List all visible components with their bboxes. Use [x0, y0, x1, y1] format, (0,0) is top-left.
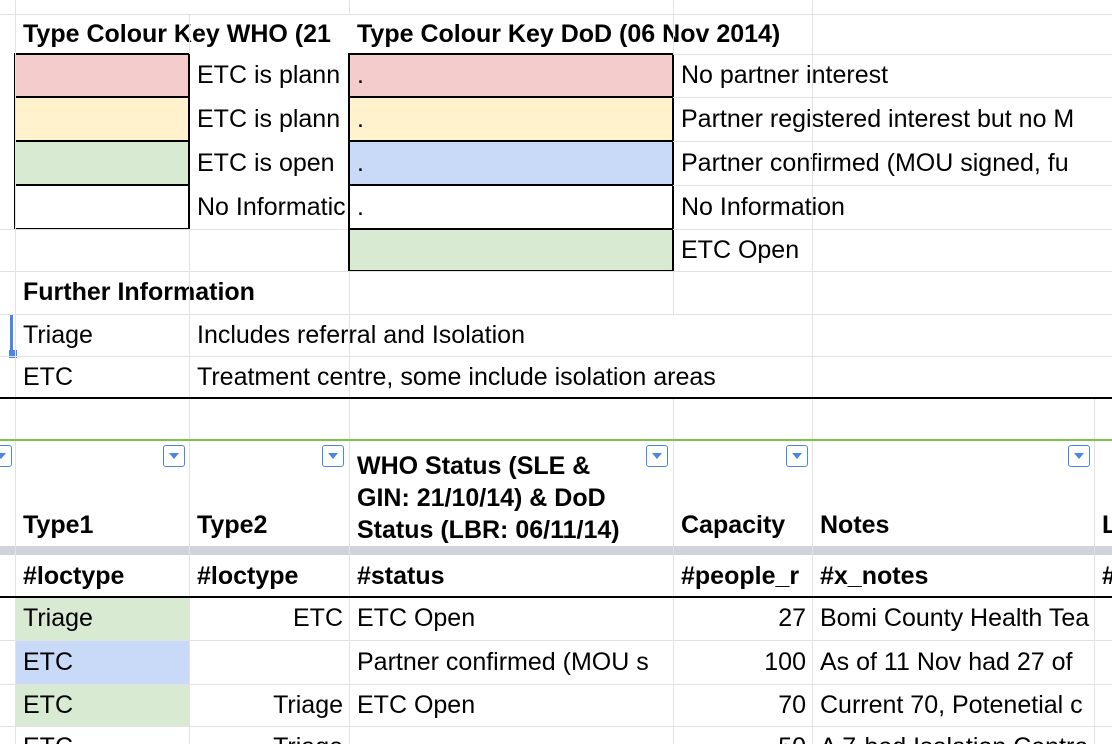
who-key-swatch-green[interactable] — [15, 141, 189, 185]
cell-status[interactable]: ETC Open — [357, 690, 476, 719]
who-key-label[interactable]: ETC is plann — [197, 104, 341, 133]
tag-row-bottom-border — [0, 596, 1112, 598]
cell-status[interactable]: ETC Open — [357, 604, 476, 632]
col-header-notes[interactable]: Notes — [820, 511, 890, 539]
who-key-label[interactable]: ETC is open — [197, 148, 335, 177]
further-info-desc[interactable]: Treatment centre, some include isolation… — [197, 362, 716, 391]
dod-key-label[interactable]: Partner registered interest but no M — [681, 104, 1075, 133]
cell-capacity[interactable]: 70 — [778, 690, 806, 719]
dod-key-swatch-yellow[interactable]: . — [349, 97, 673, 141]
hxl-tag[interactable]: # — [1094, 555, 1112, 597]
col-header-status[interactable]: WHO Status (SLE & GIN: 21/10/14) & DoD S… — [357, 452, 620, 544]
frozen-row-divider[interactable] — [0, 546, 1112, 555]
dod-key-title[interactable]: Type Colour Key DoD (06 Nov 2014) — [357, 19, 781, 48]
active-cell-border — [10, 314, 13, 356]
cell-notes[interactable]: Current 70, Potenetial c — [820, 690, 1083, 719]
hxl-tag[interactable]: #loctype — [197, 561, 299, 590]
col-header-capacity[interactable]: Capacity — [681, 511, 786, 539]
fill-handle[interactable] — [9, 350, 17, 358]
dod-key-label[interactable]: Partner confirmed (MOU signed, fu — [681, 148, 1069, 177]
filter-dropdown-icon[interactable] — [786, 445, 808, 467]
hxl-tag[interactable]: #loctype — [23, 561, 125, 590]
cell-capacity[interactable]: 50 — [673, 726, 812, 744]
cell-type2[interactable]: Triage — [273, 690, 343, 719]
filter-dropdown-icon[interactable] — [322, 445, 344, 467]
dod-key-label[interactable]: ETC Open — [681, 235, 800, 264]
who-key-swatch-yellow[interactable] — [15, 97, 189, 141]
dod-key-swatch-white[interactable]: . — [349, 185, 673, 229]
filter-dropdown-icon[interactable] — [0, 445, 12, 467]
cell-notes[interactable]: As of 11 Nov had 27 of — [820, 647, 1073, 676]
further-info-term[interactable]: Triage — [23, 320, 93, 349]
cell-notes[interactable]: A 7-bed Isolation Centre — [812, 726, 1094, 744]
dod-key-label[interactable]: No Information — [681, 192, 845, 221]
who-key-label[interactable]: ETC is plann — [197, 61, 341, 89]
hxl-tag[interactable]: #x_notes — [820, 561, 929, 590]
hxl-tag[interactable]: #status — [357, 561, 445, 590]
cell-type2[interactable] — [189, 640, 349, 684]
cell-status[interactable]: Partner confirmed (MOU s — [357, 647, 649, 676]
col-header-type2[interactable]: Type2 — [197, 511, 268, 539]
col-header-type1[interactable]: Type1 — [23, 511, 94, 539]
cell-type1[interactable]: Triage — [15, 597, 189, 640]
who-key-title[interactable]: Type Colour Key WHO (21 — [23, 19, 331, 48]
table-top-border — [0, 439, 1112, 441]
cell-type1[interactable]: ETC — [15, 726, 189, 744]
section-divider — [0, 397, 1112, 399]
hxl-tag[interactable]: #people_r — [681, 561, 800, 590]
filter-dropdown-icon[interactable] — [163, 445, 185, 467]
cell-capacity[interactable]: 100 — [764, 647, 806, 676]
who-key-swatch-white[interactable] — [15, 185, 189, 229]
col-header-location[interactable]: L — [1102, 511, 1112, 539]
cell-type1[interactable]: ETC — [15, 640, 189, 684]
filter-dropdown-icon[interactable] — [646, 445, 668, 467]
further-info-title[interactable]: Further Information — [23, 278, 255, 306]
cell-capacity[interactable]: 27 — [778, 604, 806, 632]
dod-key-label[interactable]: No partner interest — [681, 61, 889, 89]
further-info-term[interactable]: ETC — [23, 362, 73, 391]
cell-type2[interactable]: ETC — [293, 604, 343, 632]
cell-status[interactable] — [349, 726, 673, 744]
filter-dropdown-icon[interactable] — [1068, 445, 1090, 467]
cell-type1[interactable]: ETC — [15, 684, 189, 726]
who-key-swatch-red[interactable] — [15, 54, 189, 97]
dod-key-swatch-blue[interactable]: . — [349, 141, 673, 185]
who-key-label[interactable]: No Informatic — [197, 192, 346, 221]
cell-notes[interactable]: Bomi County Health Tea — [820, 604, 1090, 632]
further-info-desc[interactable]: Includes referral and Isolation — [197, 320, 525, 349]
cell-type2[interactable]: Triage — [189, 726, 349, 744]
dod-key-swatch-red[interactable]: . — [349, 54, 673, 97]
dod-key-swatch-green[interactable] — [349, 229, 673, 271]
